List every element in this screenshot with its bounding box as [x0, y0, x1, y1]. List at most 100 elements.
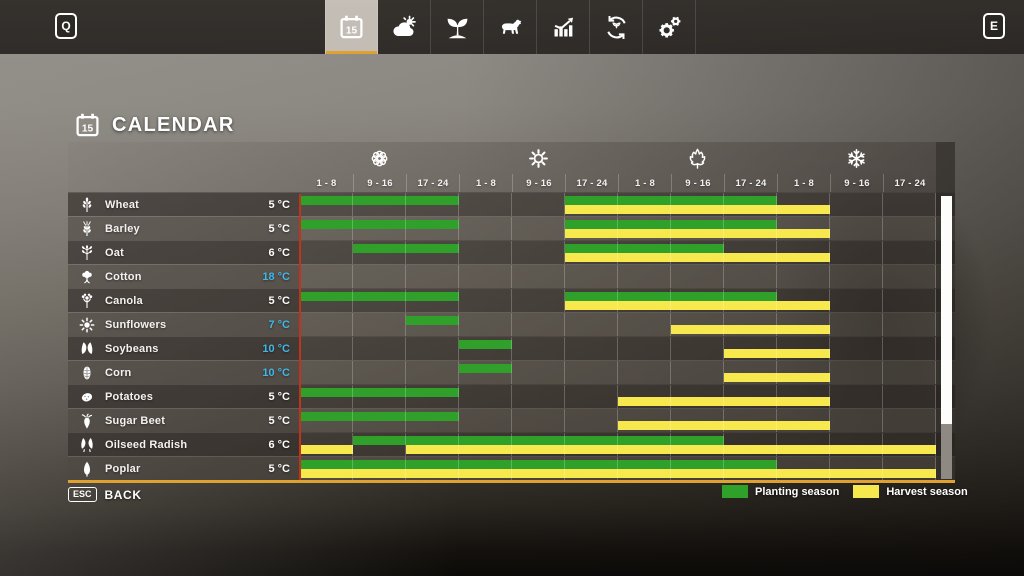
planting-bar [353, 244, 459, 253]
crop-row-chart [300, 433, 936, 456]
scrollbar-track[interactable] [941, 424, 952, 479]
harvest-bar [565, 205, 830, 214]
crop-min-temp: 5 °C [268, 390, 290, 403]
poplar-icon [78, 461, 96, 477]
crop-row-chart [300, 361, 936, 384]
sunflower-icon [78, 317, 96, 333]
planting-bar [353, 436, 724, 445]
tab-crops[interactable] [431, 0, 484, 54]
tab-weather[interactable] [378, 0, 431, 54]
back-label: BACK [104, 487, 142, 502]
crop-row-label: Sugar Beet 5 °C [68, 409, 300, 432]
crop-name: Canola [105, 294, 143, 307]
planting-bar [565, 292, 777, 301]
crop-row-chart [300, 313, 936, 336]
crop-row-chart [300, 385, 936, 408]
canola-icon [78, 293, 96, 309]
key-hint-e[interactable]: E [983, 13, 1005, 39]
crop-row: Cotton 18 °C [68, 264, 955, 288]
crop-row-label: Canola 5 °C [68, 289, 300, 312]
crop-row-chart [300, 193, 936, 216]
legend-label: Planting season [755, 485, 840, 498]
crop-row: Soybeans 10 °C [68, 336, 955, 360]
tab-settings[interactable] [643, 0, 696, 54]
crop-row: Barley 5 °C [68, 216, 955, 240]
calendar-icon: 15 [338, 14, 365, 41]
spring-flower-icon [368, 147, 391, 170]
top-bar: Q 15 E [0, 0, 1024, 54]
crop-row-label: Potatoes 5 °C [68, 385, 300, 408]
tab-calendar[interactable]: 15 [325, 0, 378, 54]
period-label: 1 - 8 [316, 177, 337, 189]
weather-icon [391, 14, 418, 41]
harvest-bar [724, 349, 830, 358]
crop-row-label: Poplar 5 °C [68, 457, 300, 480]
crop-row-label: Oat 6 °C [68, 241, 300, 264]
page-title-block: 15 CALENDAR [74, 112, 235, 139]
planting-bar [565, 220, 777, 229]
crop-row: Canola 5 °C [68, 288, 955, 312]
season-summer [459, 142, 618, 174]
crop-row: Wheat 5 °C [68, 192, 955, 216]
crop-min-temp: 5 °C [268, 294, 290, 307]
crop-row-chart [300, 409, 936, 432]
crop-row-chart [300, 457, 936, 480]
harvest-bar [300, 445, 353, 454]
tab-animals[interactable] [484, 0, 537, 54]
crop-row-label: Barley 5 °C [68, 217, 300, 240]
svg-text:15: 15 [346, 25, 358, 36]
planting-bar [565, 196, 777, 205]
key-hint-q[interactable]: Q [55, 13, 77, 39]
harvest-bar [671, 325, 830, 334]
period-label: 17 - 24 [565, 174, 618, 192]
crop-min-temp: 5 °C [268, 462, 290, 475]
crop-min-temp: 18 °C [262, 270, 290, 283]
harvest-bar [565, 301, 830, 310]
planting-bar [300, 412, 459, 421]
legend: Planting season Harvest season [722, 485, 968, 498]
crop-name: Corn [105, 366, 132, 379]
crop-min-temp: 5 °C [268, 414, 290, 427]
scrollbar-thumb[interactable] [941, 196, 952, 424]
barley-icon [78, 220, 96, 237]
planting-bar [459, 340, 512, 349]
legend-item-harvest: Harvest season [853, 485, 968, 498]
potato-icon [78, 389, 96, 405]
harvest-bar [618, 397, 830, 406]
crop-row: Corn 10 °C [68, 360, 955, 384]
harvest-bar [300, 469, 936, 478]
tab-economy[interactable] [590, 0, 643, 54]
crop-name: Oilseed Radish [105, 438, 188, 451]
back-button[interactable]: ESC BACK [68, 487, 142, 502]
corn-icon [78, 365, 96, 381]
crop-min-temp: 7 °C [268, 318, 290, 331]
legend-swatch [722, 485, 748, 498]
tab-statistics[interactable] [537, 0, 590, 54]
crop-name: Sunflowers [105, 318, 167, 331]
period-label: 17 - 24 [724, 174, 777, 192]
crop-min-temp: 5 °C [268, 222, 290, 235]
seedling-icon [444, 14, 471, 41]
stats-icon [550, 14, 577, 41]
planting-bar [300, 196, 459, 205]
legend-label: Harvest season [886, 485, 968, 498]
oat-icon [78, 244, 96, 261]
crop-row-label: Oilseed Radish 6 °C [68, 433, 300, 456]
crop-row: Poplar 5 °C [68, 456, 955, 480]
planting-bar [565, 244, 724, 253]
legend-swatch [853, 485, 880, 498]
legend-item-planting: Planting season [722, 485, 839, 498]
season-spring [300, 142, 459, 174]
crop-name: Cotton [105, 270, 142, 283]
season-winter [777, 142, 936, 174]
crop-min-temp: 6 °C [268, 246, 290, 259]
oilseed-radish-icon [78, 437, 96, 453]
calendar-title-icon: 15 [74, 112, 101, 139]
harvest-bar [618, 421, 830, 430]
crop-name: Poplar [105, 462, 141, 475]
scrollbar[interactable] [941, 196, 952, 479]
crop-row-label: Corn 10 °C [68, 361, 300, 384]
crop-row-label: Cotton 18 °C [68, 265, 300, 288]
planting-bar [300, 292, 459, 301]
